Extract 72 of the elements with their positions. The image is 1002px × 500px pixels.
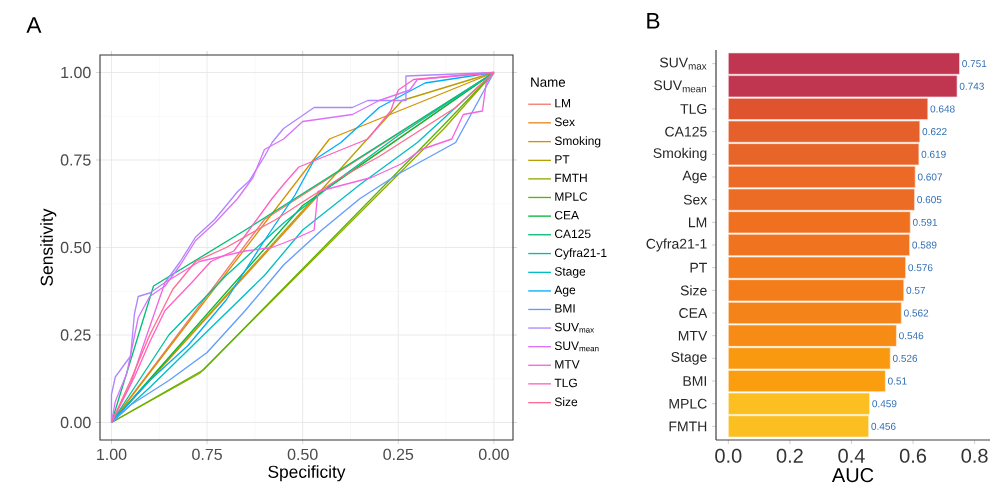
legend-label: MPLC: [555, 192, 588, 201]
legend-label: CEA: [554, 210, 580, 220]
y-tick-label: 0.25: [60, 329, 91, 341]
data-label: 0.562: [904, 309, 929, 317]
data-label: 0.751: [962, 60, 987, 68]
y-tick-label: CEA: [679, 308, 708, 318]
x-tick-label: 0.8: [961, 448, 988, 463]
y-tick-label: Smoking: [653, 147, 707, 161]
data-label: 0.51: [888, 377, 907, 385]
data-label: 0.589: [912, 241, 937, 249]
y-tick-label: LM: [689, 217, 707, 228]
legend-label: LM: [555, 99, 571, 108]
legend-title: Name: [531, 77, 566, 87]
legend-label: Size: [554, 397, 578, 407]
legend-label: PT: [555, 155, 570, 164]
y-tick-label: SUV$_{max}$: [659, 57, 707, 70]
data-label: 0.619: [921, 150, 946, 158]
legend-label: CA125: [554, 229, 591, 239]
x-axis-title: AUC: [831, 468, 874, 483]
data-label: 0.605: [917, 196, 942, 204]
legend-label: Age: [554, 285, 576, 297]
data-label: 0.576: [908, 264, 933, 272]
y-tick-label: 1.00: [61, 66, 91, 79]
y-tick-label: MPLC: [669, 398, 707, 409]
x-tick-label: 0.75: [192, 448, 222, 461]
y-tick-label: Size: [680, 285, 707, 296]
y-tick-label: Sex: [683, 194, 708, 205]
data-label: 0.57: [906, 286, 926, 294]
legend-label: Sex: [554, 117, 575, 127]
legend-label: SUV$_{mean}$: [554, 341, 599, 352]
x-axis-title: Specificity: [268, 465, 346, 482]
x-tick-label: 0.25: [383, 448, 414, 461]
legend-label: MTV: [555, 360, 580, 369]
legend-label: Stage: [554, 267, 586, 279]
data-label: 0.526: [892, 354, 918, 362]
y-tick-label: Age: [682, 170, 707, 184]
data-label: 0.622: [922, 128, 947, 136]
y-tick-label: Stage: [671, 352, 707, 365]
y-tick-label: 0.75: [60, 154, 91, 166]
x-tick-label: 0.0: [715, 448, 742, 463]
legend-label: Cyfra21-1: [554, 248, 607, 260]
data-label: 0.743: [959, 82, 984, 90]
legend-label: TLG: [554, 378, 577, 388]
data-label: 0.607: [917, 173, 942, 181]
legend-label: FMTH: [555, 173, 587, 183]
y-tick-label: MTV: [678, 330, 708, 341]
data-label: 0.459: [872, 400, 897, 408]
x-tick-label: 0.00: [478, 448, 509, 461]
data-label: 0.546: [899, 332, 924, 340]
x-tick-label: 0.4: [838, 448, 865, 463]
legend-label: BMI: [555, 304, 575, 313]
y-tick-label: SUV$_{mean}$: [653, 80, 706, 93]
data-label: 0.456: [871, 422, 896, 430]
data-label: 0.591: [912, 218, 938, 226]
y-axis-title: Sensitivity: [40, 208, 57, 286]
x-tick-label: 0.6: [899, 448, 927, 463]
y-tick-label: 0.00: [60, 416, 91, 429]
legend-label: SUV$_{max}$: [554, 322, 595, 333]
chart-title: B: [647, 12, 660, 29]
y-tick-label: FMTH: [669, 421, 707, 432]
x-tick-label: 1.00: [97, 448, 127, 461]
legend-label: Smoking: [554, 136, 601, 148]
y-tick-label: BMI: [683, 376, 706, 386]
x-tick-label: 0.50: [287, 448, 318, 461]
y-tick-label: TLG: [680, 104, 707, 114]
chart-title: A: [26, 17, 42, 33]
y-tick-label: CA125: [665, 126, 707, 137]
y-tick-label: PT: [690, 262, 707, 273]
data-label: 0.648: [930, 105, 955, 113]
x-tick-label: 0.2: [776, 448, 803, 463]
y-tick-label: 0.50: [60, 241, 91, 254]
y-tick-label: Cyfra21-1: [646, 238, 707, 252]
